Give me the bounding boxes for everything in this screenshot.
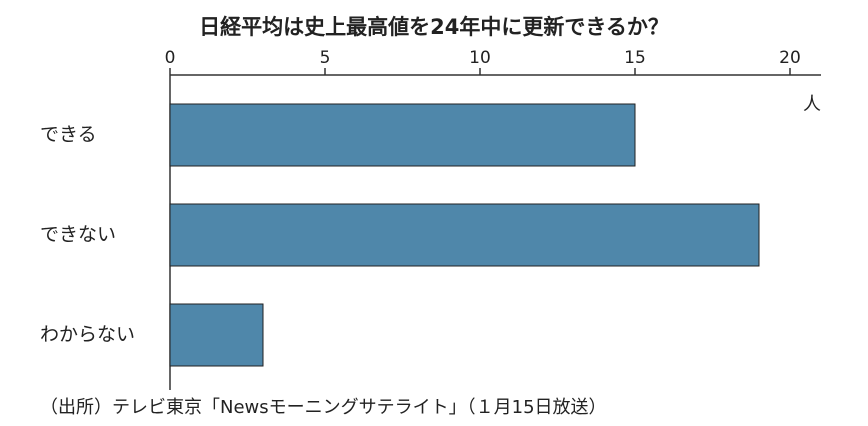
y-tick-label: わからない xyxy=(40,324,135,346)
x-tick-label: 15 xyxy=(624,48,646,68)
x-tick-label: 20 xyxy=(779,48,801,68)
x-tick-label: 0 xyxy=(165,48,176,68)
x-tick-label: 10 xyxy=(469,48,491,68)
y-tick-label: できる xyxy=(40,124,97,146)
x-tick-label: 5 xyxy=(320,48,331,68)
y-tick-label: できない xyxy=(40,224,116,246)
bar xyxy=(169,203,760,267)
bar xyxy=(169,103,636,167)
bar xyxy=(169,303,264,367)
axis-unit: 人 xyxy=(803,94,821,115)
chart-title: 日経平均は史上最高値を24年中に更新できるか？ xyxy=(199,15,669,39)
source-note: （出所）テレビ東京「Newsモーニングサテライト」（１月15日放送） xyxy=(40,397,607,418)
